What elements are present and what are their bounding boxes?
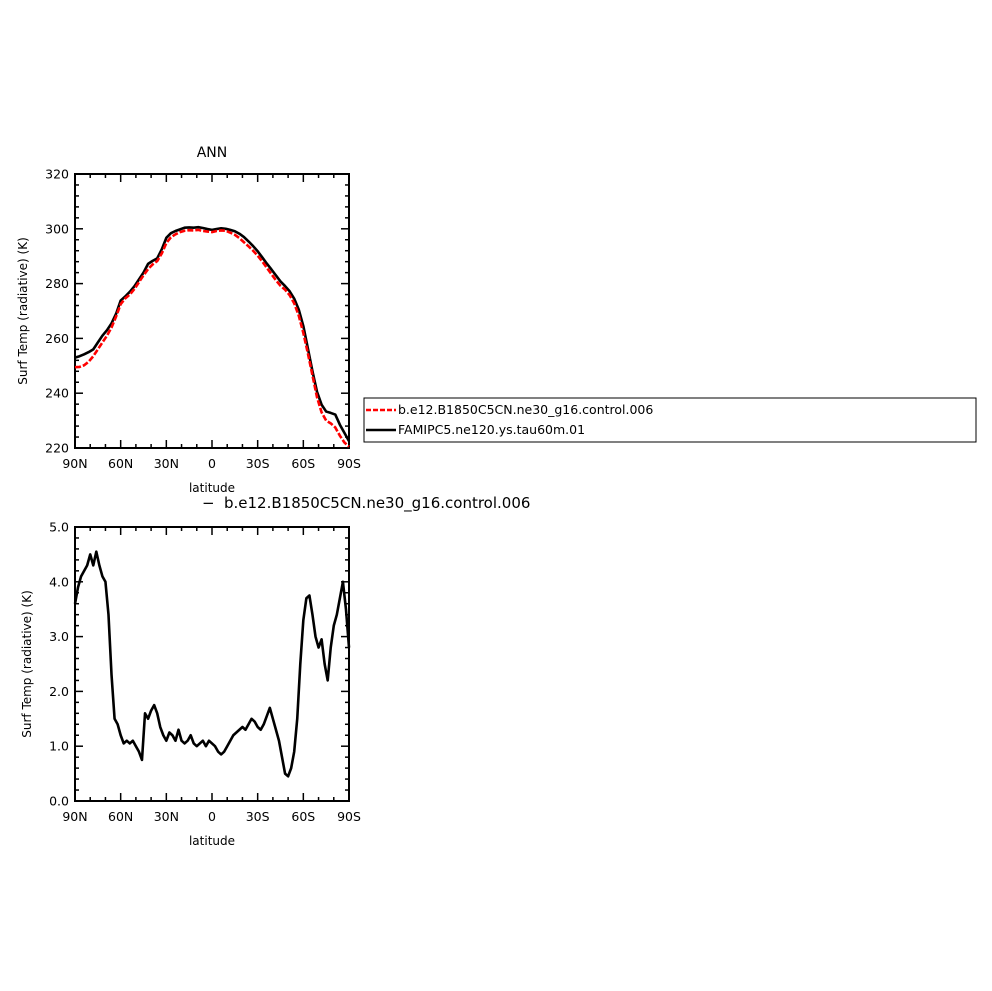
bottom-plot-frame xyxy=(74,526,350,802)
top-plot-series xyxy=(74,225,351,448)
bottom-plot-title-prefix: − xyxy=(202,494,215,512)
legend: b.e12.B1850C5CN.ne30_g16.control.006 FAM… xyxy=(363,397,977,443)
y-tick-label: 1.0 xyxy=(49,739,69,754)
bottom-plot-title: b.e12.B1850C5CN.ne30_g16.control.006 xyxy=(224,494,530,513)
difference-line xyxy=(73,550,351,778)
top-plot-ticks: 90N 60N 30N 0 30S 60S 90S 220 240 260 280 300 320 xyxy=(45,167,361,472)
top-plot-title: ANN xyxy=(197,145,228,161)
x-tick-label: 0 xyxy=(208,809,216,824)
top-plot: ANN 90N 60N 30N 0 30S 60S 90S 220 240 260 280 300 32… xyxy=(16,145,361,495)
x-tick-label: 30S xyxy=(246,809,270,824)
x-tick-label: 90S xyxy=(337,456,361,471)
x-tick-label: 90N xyxy=(62,456,87,471)
legend-label-series-2: FAMIPC5.ne120.ys.tau60m.01 xyxy=(398,422,585,437)
x-tick-label: 90N xyxy=(62,809,87,824)
x-tick-label: 30S xyxy=(246,456,270,471)
x-tick-label: 60N xyxy=(108,456,133,471)
y-tick-label: 2.0 xyxy=(49,684,69,699)
y-tick-label: 300 xyxy=(45,221,69,236)
y-tick-label: 220 xyxy=(45,441,69,456)
bottom-plot-ylabel: Surf Temp (radiative) (K) xyxy=(20,590,34,738)
y-tick-label: 320 xyxy=(45,167,69,182)
y-tick-label: 240 xyxy=(45,386,69,401)
top-plot-xlabel: latitude xyxy=(189,481,235,495)
y-tick-label: 4.0 xyxy=(49,574,69,589)
bottom-plot: − b.e12.B1850C5CN.ne30_g16.control.006 9… xyxy=(20,494,530,848)
series-line-2 xyxy=(74,225,351,442)
x-tick-label: 0 xyxy=(208,456,216,471)
y-tick-label: 3.0 xyxy=(49,629,69,644)
x-tick-label: 60N xyxy=(108,809,133,824)
bottom-plot-series xyxy=(73,550,351,778)
x-tick-label: 60S xyxy=(291,809,315,824)
y-tick-label: 280 xyxy=(45,276,69,291)
y-tick-label: 260 xyxy=(45,331,69,346)
x-tick-label: 30N xyxy=(154,456,179,471)
y-tick-label: 0.0 xyxy=(49,794,69,809)
y-tick-label: 5.0 xyxy=(49,520,69,535)
bottom-plot-ticks: 90N 60N 30N 0 30S 60S 90S 0.0 1.0 2.0 3.0 4.0 5.0 xyxy=(49,520,361,825)
series-line-1 xyxy=(74,228,350,448)
bottom-plot-xlabel: latitude xyxy=(189,834,235,848)
legend-label-series-1: b.e12.B1850C5CN.ne30_g16.control.006 xyxy=(398,402,653,417)
legend-box xyxy=(363,397,977,443)
x-tick-label: 30N xyxy=(154,809,179,824)
x-tick-label: 60S xyxy=(291,456,315,471)
x-tick-label: 90S xyxy=(337,809,361,824)
top-plot-ylabel: Surf Temp (radiative) (K) xyxy=(16,237,30,385)
